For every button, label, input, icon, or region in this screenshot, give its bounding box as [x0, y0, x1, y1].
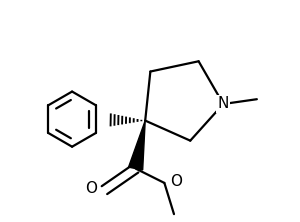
Text: N: N: [218, 97, 229, 111]
Polygon shape: [129, 121, 145, 170]
Text: O: O: [170, 174, 182, 188]
Text: O: O: [85, 181, 97, 196]
